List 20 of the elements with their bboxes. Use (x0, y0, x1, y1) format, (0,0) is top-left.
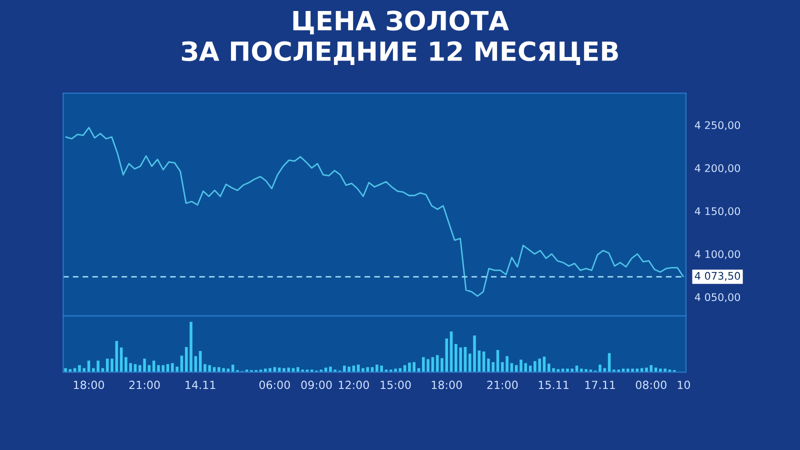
x-tick-label: 12:00 (338, 380, 369, 390)
y-tick-label: 4 050,00 (694, 293, 740, 302)
x-tick-label: 21:00 (129, 380, 160, 390)
x-tick-label: 18:00 (432, 380, 462, 390)
x-tick-label: 15:00 (380, 380, 411, 390)
y-tick-label: 4 200,00 (694, 164, 740, 174)
x-tick-label: 08:00 (636, 380, 666, 390)
x-tick-label: 14.11 (186, 380, 216, 389)
ref-line-label: 4 073,50 (694, 272, 740, 281)
chart-title: ЦЕНА ЗОЛОТА ЗА ПОСЛЕДНИЕ 12 МЕСЯЦЕВ (182, 10, 618, 65)
x-tick-label: 15.11 (538, 380, 568, 390)
x-tick-label: 10 (678, 380, 690, 390)
y-tick-label: 4 100,00 (694, 250, 740, 260)
y-tick-label: 4 150,00 (694, 207, 740, 216)
x-tick-label: 09:00 (301, 380, 332, 390)
x-tick-label: 21:00 (487, 380, 518, 390)
x-tick-label: 18:00 (74, 380, 104, 390)
x-tick-label: 17.11 (585, 380, 615, 389)
x-tick-label: 06:00 (259, 380, 290, 390)
y-tick-label: 4 250,00 (694, 121, 740, 130)
